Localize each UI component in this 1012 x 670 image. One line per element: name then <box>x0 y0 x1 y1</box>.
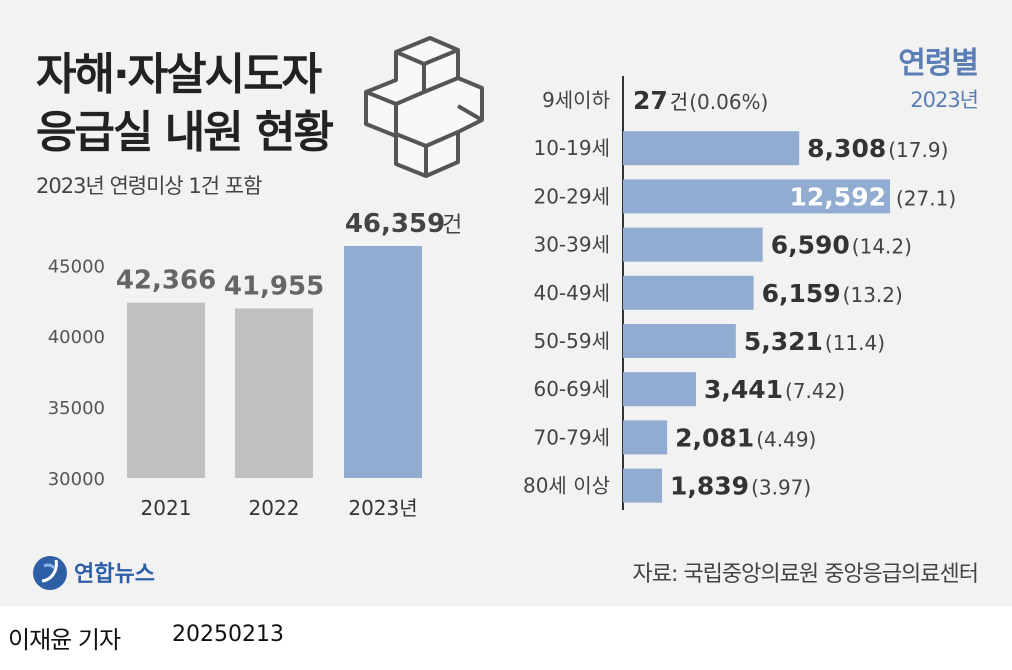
title-line-2: 응급실 내원 현황 <box>36 107 334 158</box>
year-value-label: 46,359 <box>345 209 445 239</box>
year-value-unit: 건 <box>442 213 462 238</box>
age-category-label: 9세이하 <box>542 88 610 112</box>
age-category-label: 30-39세 <box>533 233 610 257</box>
age-chart-year: 2023년 <box>910 88 979 112</box>
age-bar <box>623 179 890 214</box>
age-value-label: 8,308 <box>807 134 886 163</box>
year-bar <box>127 302 205 478</box>
age-percent-label: (7.42) <box>785 379 845 403</box>
age-value-label: 1,839 <box>670 472 749 501</box>
yonhap-logo: 연합뉴스 <box>33 556 155 590</box>
year-category-label: 2021 <box>141 496 192 520</box>
age-value-label: 12,592 <box>790 182 886 211</box>
year-bar <box>344 246 422 478</box>
logo-text: 연합뉴스 <box>74 561 155 587</box>
age-category-label: 40-49세 <box>533 281 610 305</box>
age-value-label: 6,590 <box>771 231 850 260</box>
y-tick-label: 35000 <box>48 398 105 419</box>
age-value-label: 3,441 <box>704 375 783 404</box>
age-value-unit: 건 <box>670 90 688 114</box>
age-category-label: 10-19세 <box>533 136 610 160</box>
age-percent-label: (4.49) <box>756 427 816 451</box>
byline-author: 이재윤 기자 <box>8 626 121 654</box>
source-note: 자료: 국립중앙의료원 중앙응급의료센터 <box>632 562 979 587</box>
age-bar <box>623 420 668 455</box>
year-value-label: 41,955 <box>224 271 324 301</box>
age-category-label: 80세 이상 <box>523 474 610 498</box>
age-bar <box>623 131 800 166</box>
age-percent-label: (17.9) <box>888 138 948 162</box>
y-tick-label: 30000 <box>48 469 105 490</box>
age-category-label: 70-79세 <box>533 425 610 449</box>
subtitle: 2023년 연령미상 1건 포함 <box>36 174 262 198</box>
age-percent-label: (11.4) <box>825 331 885 355</box>
age-bar <box>623 227 763 262</box>
age-percent-label: (27.1) <box>896 186 956 210</box>
medical-cross-icon <box>364 36 484 178</box>
age-bar <box>623 468 662 503</box>
age-percent-label: (14.2) <box>852 235 912 259</box>
year-category-label: 2022 <box>249 496 300 520</box>
age-bar <box>623 324 736 358</box>
age-percent-label: (13.2) <box>843 283 903 307</box>
byline-date: 20250213 <box>172 622 284 647</box>
age-value-label: 2,081 <box>675 423 754 452</box>
y-tick-label: 45000 <box>48 256 105 277</box>
year-category-label: 2023년 <box>348 496 417 520</box>
year-bar <box>235 308 313 478</box>
age-bar <box>623 275 754 310</box>
age-bar <box>623 372 696 407</box>
title-line-1: 자해·자살시도자 <box>36 49 322 100</box>
age-category-label: 50-59세 <box>533 329 610 353</box>
age-value-label: 27 <box>633 86 668 115</box>
age-chart-title: 연령별 <box>898 46 979 81</box>
age-category-label: 20-29세 <box>533 184 610 208</box>
year-value-label: 42,366 <box>116 266 216 296</box>
age-category-label: 60-69세 <box>533 377 610 401</box>
y-tick-label: 40000 <box>48 327 105 348</box>
age-percent-label: (0.06%) <box>689 90 768 114</box>
age-value-label: 6,159 <box>762 279 841 308</box>
yearly-bar-chart: 30000 35000 40000 45000 42,366 2021 41,955 2022… <box>48 209 463 520</box>
age-bar-chart: 9세이하 27 건 (0.06%) 10-19세 8,308 (17.9) 20-29세 12,… <box>523 76 956 510</box>
age-percent-label: (3.97) <box>751 476 811 500</box>
age-value-label: 5,321 <box>744 327 823 356</box>
